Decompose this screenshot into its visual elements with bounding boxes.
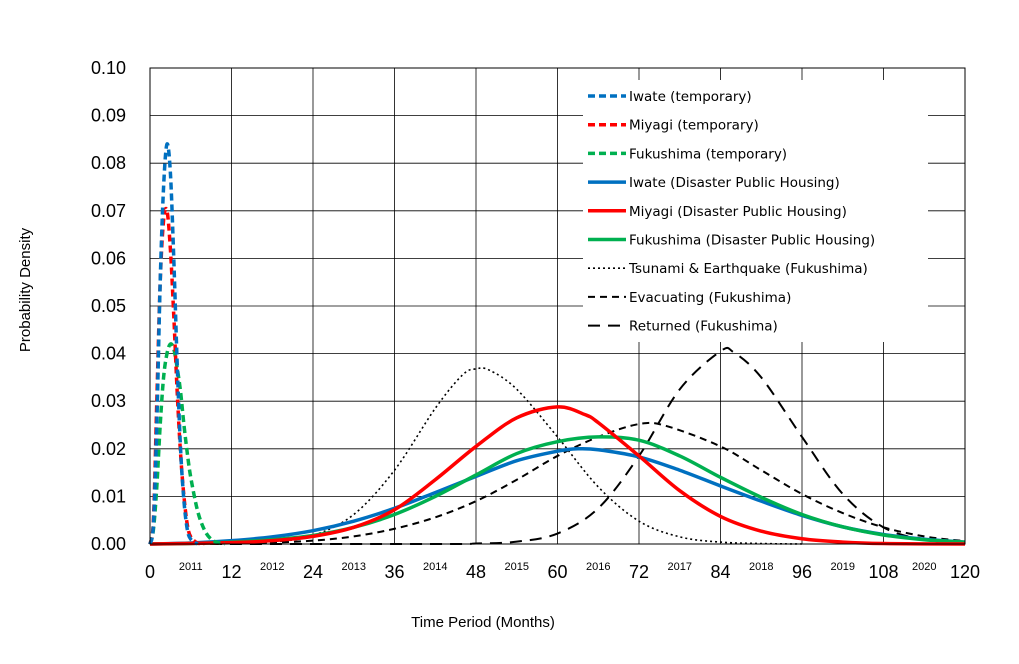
x-tick-label: 48 — [466, 562, 486, 582]
y-tick-label: 0.10 — [91, 58, 126, 78]
legend-label: Fukushima (Disaster Public Housing) — [629, 233, 875, 249]
legend-box — [583, 80, 928, 342]
series-line-iwate-temporary — [148, 142, 199, 546]
y-tick-label: 0.02 — [91, 439, 126, 459]
legend-label: Fukushima (temporary) — [629, 146, 787, 162]
x-tick-label: 24 — [303, 562, 323, 582]
y-tick-label: 0.09 — [91, 106, 126, 126]
x-tick-label: 120 — [950, 562, 980, 582]
series-line-miyagi-disaster-public-housing — [149, 405, 966, 546]
year-label: 2017 — [668, 561, 692, 573]
x-tick-label: 108 — [868, 562, 898, 582]
year-label: 2011 — [179, 561, 203, 573]
series-line-miyagi-temporary — [148, 206, 205, 546]
year-label: 2015 — [505, 561, 529, 573]
legend: Iwate (temporary) Miyagi (temporary) Fukus… — [583, 80, 928, 342]
y-tick-label: 0.06 — [91, 248, 126, 268]
x-tick-label: 36 — [384, 562, 404, 582]
legend-label: Iwate (Disaster Public Housing) — [629, 175, 840, 191]
legend-label: Iwate (temporary) — [629, 89, 752, 105]
year-label: 2013 — [342, 561, 366, 573]
year-label: 2019 — [831, 561, 855, 573]
x-tick-label: 60 — [547, 562, 567, 582]
plot-frame — [149, 67, 966, 545]
x-tick-label: 12 — [221, 562, 241, 582]
y-tick-label: 0.05 — [91, 296, 126, 316]
legend-label: Evacuating (Fukushima) — [629, 290, 791, 306]
series-line-evacuating-fukushima — [149, 421, 966, 545]
x-tick-label: 96 — [792, 562, 812, 582]
legend-label: Returned (Fukushima) — [629, 319, 778, 335]
x-axis-title: Time Period (Months) — [411, 614, 555, 631]
y-tick-label: 0.03 — [91, 391, 126, 411]
legend-label: Miyagi (temporary) — [629, 118, 759, 134]
year-label: 2018 — [749, 561, 773, 573]
year-label: 2014 — [423, 561, 447, 573]
year-labels: 2011 2012 2013 2014 2015 2016 2017 2018 2019 2020 — [179, 561, 937, 573]
y-tick-label: 0.04 — [91, 344, 126, 364]
year-label: 2020 — [912, 561, 936, 573]
y-tick-label: 0.07 — [91, 201, 126, 221]
y-tick-label: 0.00 — [91, 534, 126, 554]
legend-label: Miyagi (Disaster Public Housing) — [629, 204, 847, 220]
x-tick-label: 84 — [710, 562, 730, 582]
y-tick-labels: 0.00 0.01 0.02 0.03 0.04 0.05 0.06 0.07 0.08 0.09… — [91, 58, 126, 554]
y-tick-label: 0.08 — [91, 153, 126, 173]
series-line-fukushima-temporary — [148, 342, 226, 546]
y-axis-title: Probability Density — [17, 227, 34, 352]
series-layer — [148, 142, 966, 546]
year-label: 2016 — [586, 561, 610, 573]
x-tick-label: 0 — [145, 562, 155, 582]
year-label: 2012 — [260, 561, 284, 573]
x-tick-label: 72 — [629, 562, 649, 582]
x-tick-labels: 0 12 24 36 48 60 72 84 96 108 120 — [145, 562, 980, 582]
y-tick-label: 0.01 — [91, 486, 126, 506]
legend-label: Tsunami & Earthquake (Fukushima) — [628, 261, 868, 277]
